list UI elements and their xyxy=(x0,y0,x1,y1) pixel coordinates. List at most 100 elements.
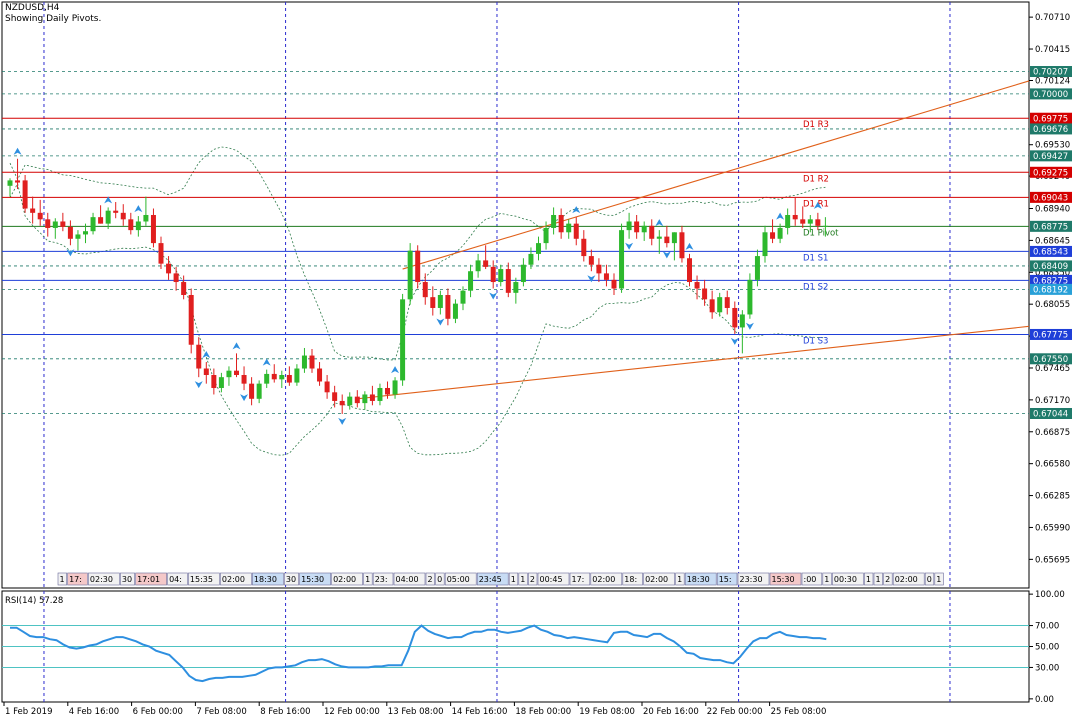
price-tag-box xyxy=(1030,220,1072,232)
time-axis: 1 Feb 2019 4 Feb 16:00 6 Feb 00:00 7 Feb 08… xyxy=(3,702,826,717)
event-label: 1 xyxy=(824,575,829,584)
candle xyxy=(596,258,602,283)
price-tag-label: 0.69427 xyxy=(1033,152,1068,162)
event-box xyxy=(393,572,426,586)
candle xyxy=(22,174,28,213)
event-box xyxy=(508,572,519,586)
price-tick-label: 0.68350 xyxy=(1035,268,1070,278)
candle xyxy=(505,262,511,298)
price-tag: 0.69676 xyxy=(1030,123,1072,135)
trendline xyxy=(402,80,1030,270)
event-box xyxy=(883,572,893,586)
event-box xyxy=(924,572,935,586)
fractal-up-arrow xyxy=(262,358,271,366)
fractal-down-arrow xyxy=(587,275,596,283)
rsi-tick-label: 30.00 xyxy=(1035,663,1059,673)
candle xyxy=(641,221,647,241)
price-tag-label: 0.70000 xyxy=(1033,90,1068,100)
candle-body xyxy=(362,394,368,404)
candle-body xyxy=(634,221,640,233)
event-marker: 17:01 xyxy=(135,572,167,586)
candle-body xyxy=(536,243,541,254)
candle-body xyxy=(483,260,489,267)
event-marker: 18:30 xyxy=(684,572,717,586)
candle xyxy=(513,277,519,304)
price-tick-label: 0.66285 xyxy=(1035,492,1070,502)
event-label: 17: xyxy=(69,575,82,584)
price-tag-box xyxy=(1030,260,1072,272)
candle xyxy=(732,301,738,334)
price-tag: 0.69043 xyxy=(1030,191,1072,204)
candle-body xyxy=(166,263,172,274)
event-label: 17: xyxy=(572,575,585,584)
candle xyxy=(256,380,262,404)
candle-body xyxy=(385,387,390,395)
time-tick-label: 22 Feb 00:00 xyxy=(707,707,763,717)
event-box xyxy=(135,572,167,586)
event-box xyxy=(801,572,823,586)
candle xyxy=(234,353,239,378)
candle xyxy=(588,249,594,272)
candle-body xyxy=(52,221,58,228)
event-box xyxy=(873,572,883,586)
event-box xyxy=(643,572,675,586)
event-marker: 02:00 xyxy=(643,572,675,586)
candle xyxy=(309,349,315,373)
event-marker: 30 xyxy=(120,572,135,586)
price-tag-label: 0.67775 xyxy=(1033,331,1068,341)
time-tick-label: 12 Feb 00:00 xyxy=(324,707,380,717)
fractal-down-arrow xyxy=(66,249,75,257)
candle xyxy=(271,364,277,383)
candle xyxy=(634,214,640,239)
candle-body xyxy=(732,307,738,328)
event-box xyxy=(444,572,477,586)
candle-body xyxy=(558,214,564,233)
candle-body xyxy=(264,373,270,384)
event-box xyxy=(435,572,445,586)
candle-body xyxy=(460,290,466,304)
candle xyxy=(702,279,708,306)
candle-body xyxy=(566,223,572,233)
fractal-up-arrow xyxy=(391,366,400,374)
candle xyxy=(332,385,338,408)
event-label: :00 xyxy=(804,575,817,584)
price-tag: 0.68775 xyxy=(1030,220,1072,233)
candle-body xyxy=(181,282,187,295)
candle xyxy=(90,212,96,235)
candle-body xyxy=(22,180,28,209)
fractal-up-arrow xyxy=(13,147,22,155)
event-marker: 15:35 xyxy=(188,572,220,586)
candle-body xyxy=(98,217,104,224)
candle xyxy=(301,347,307,373)
event-label: 23:30 xyxy=(740,575,763,584)
pivot-label: D1 R1 xyxy=(803,199,829,209)
event-timeline: 1 17: 02:30 30 17:01 04: 15:35 02:00 18:30 30 15:3… xyxy=(57,572,944,586)
candle xyxy=(339,394,345,414)
event-label: 1 xyxy=(520,575,525,584)
candle-body xyxy=(498,269,504,283)
event-label: 1 xyxy=(60,575,65,584)
candle xyxy=(656,230,662,254)
price-tick-label: 0.67170 xyxy=(1035,396,1070,406)
candle xyxy=(747,273,753,319)
candle-body xyxy=(777,227,783,239)
fractal-up-arrow xyxy=(202,351,211,359)
candle xyxy=(762,225,768,263)
price-tag-box xyxy=(1030,150,1072,162)
pivot-label: D1 S3 xyxy=(803,336,828,346)
event-box xyxy=(425,572,435,586)
candle xyxy=(664,225,670,248)
price-tick-label: 0.66580 xyxy=(1035,460,1070,470)
candle-body xyxy=(309,355,315,369)
candle xyxy=(120,204,126,226)
event-label: 04: xyxy=(169,575,182,584)
candle-body xyxy=(196,344,202,369)
candle-body xyxy=(377,387,383,401)
price-tag-label: 0.68192 xyxy=(1033,286,1068,296)
candle-body xyxy=(324,381,330,393)
candle-body xyxy=(407,250,413,300)
event-marker: 1 xyxy=(518,572,528,586)
candle-body xyxy=(354,396,360,404)
fractal-down-arrow xyxy=(625,242,634,250)
event-marker: :00 xyxy=(801,572,823,586)
